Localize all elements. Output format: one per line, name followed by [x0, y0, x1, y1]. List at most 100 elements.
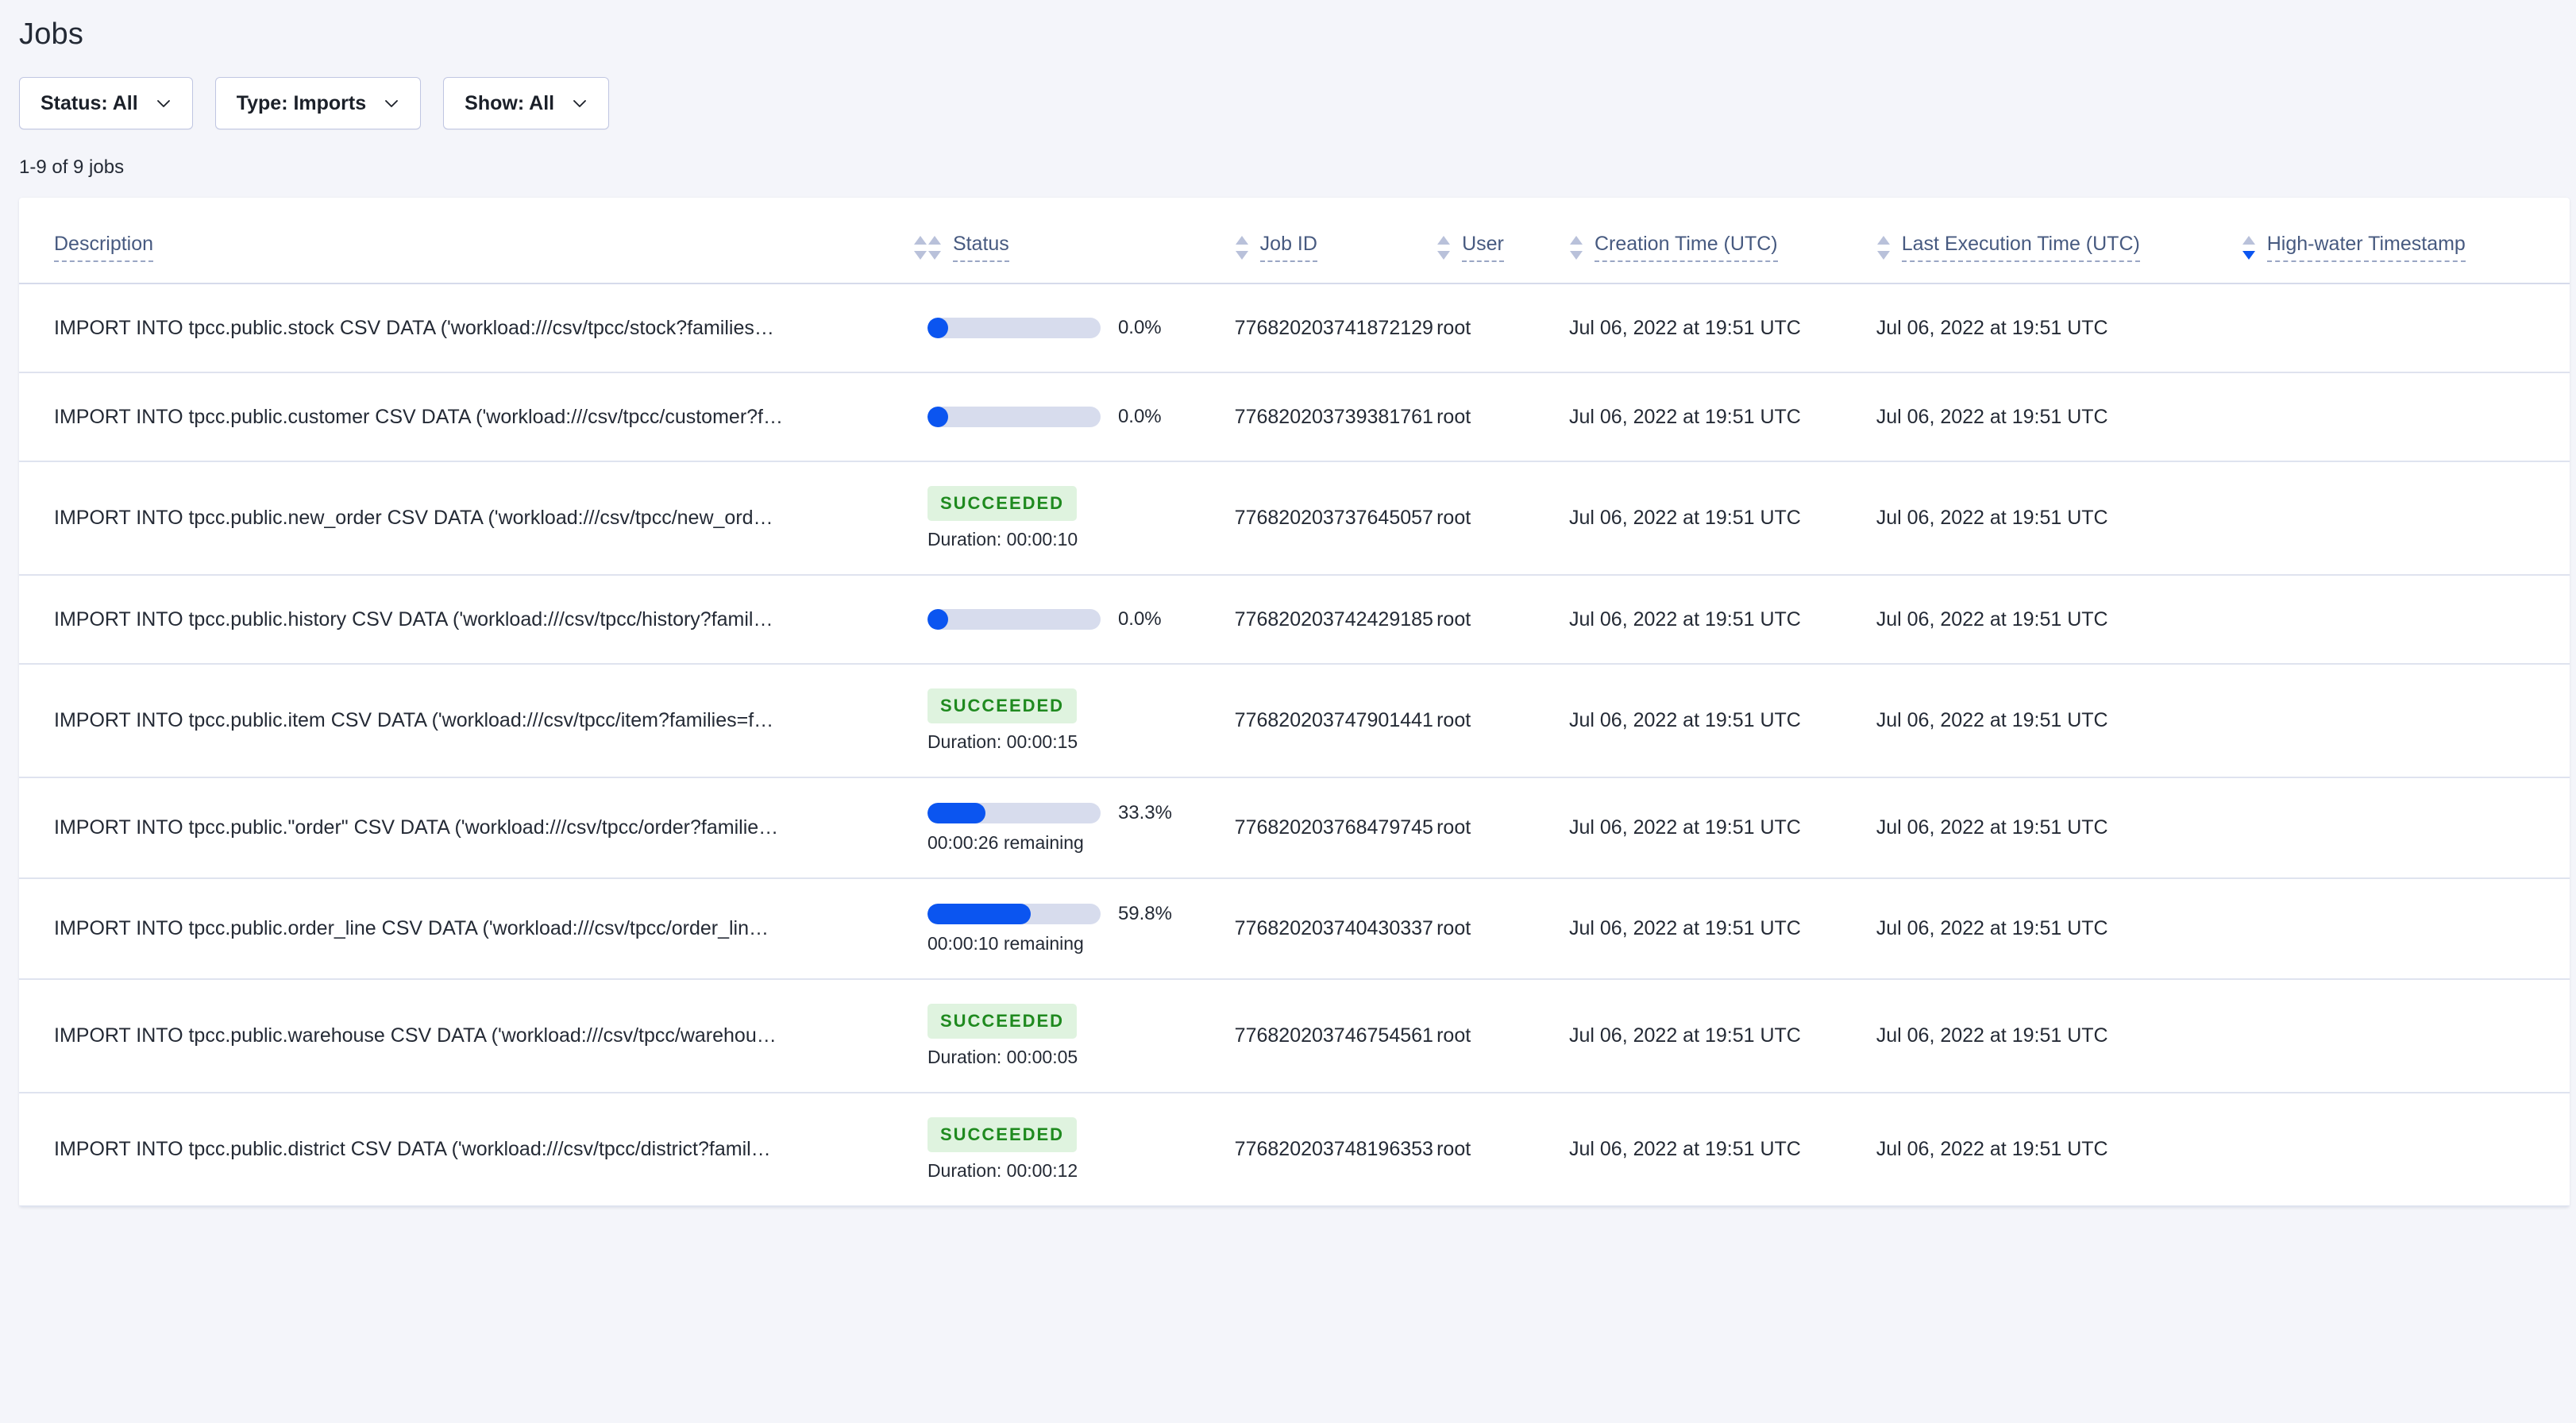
column-header-high_water[interactable]: High-water Timestamp [2241, 198, 2570, 284]
chevron-down-icon [573, 100, 587, 107]
column-header-last_exec[interactable]: Last Execution Time (UTC) [1876, 198, 2242, 284]
table-row[interactable]: IMPORT INTO tpcc.public.district CSV DAT… [19, 1093, 2570, 1207]
column-header-inner: High-water Timestamp [2242, 233, 2570, 262]
sort-ascending-arrow [1570, 235, 1583, 245]
cell-high-water-timestamp [2241, 664, 2570, 778]
show-filter[interactable]: Show: All [443, 77, 610, 129]
sort-toggle-icon[interactable] [1876, 234, 1891, 261]
cell-high-water-timestamp [2241, 575, 2570, 665]
cell-user-value: root [1436, 405, 1471, 428]
cell-description[interactable]: IMPORT INTO tpcc.public.warehouse CSV DA… [19, 979, 927, 1093]
cell-last-execution-time: Jul 06, 2022 at 19:51 UTC [1876, 372, 2242, 462]
status-note: 00:00:10 remaining [927, 933, 1084, 954]
table-row[interactable]: IMPORT INTO tpcc.public.order_line CSV D… [19, 878, 2570, 980]
cell-last-execution-time: Jul 06, 2022 at 19:51 UTC [1876, 664, 2242, 778]
table-row[interactable]: IMPORT INTO tpcc.public.customer CSV DAT… [19, 372, 2570, 462]
sort-descending-arrow [927, 250, 941, 260]
page-title: Jobs [19, 17, 84, 51]
progress-bar [927, 318, 1101, 338]
column-header-inner: Last Execution Time (UTC) [1876, 233, 2242, 262]
status-wrap: SUCCEEDED Duration: 00:00:12 [927, 1117, 1235, 1182]
progress-percent-label: 59.8% [1117, 903, 1172, 924]
cell-description[interactable]: IMPORT INTO tpcc.public.district CSV DAT… [19, 1093, 927, 1207]
cell-high-water-timestamp [2241, 372, 2570, 462]
cell-creation-time-value: Jul 06, 2022 at 19:51 UTC [1569, 507, 1801, 529]
table-row[interactable]: IMPORT INTO tpcc.public.stock CSV DATA (… [19, 283, 2570, 373]
cell-last-execution-time: Jul 06, 2022 at 19:51 UTC [1876, 283, 2242, 373]
cell-user-value: root [1436, 709, 1471, 731]
sort-toggle-icon[interactable] [2242, 234, 2256, 261]
cell-job-id-value: 776820203737645057 [1234, 507, 1433, 529]
status-filter[interactable]: Status: All [19, 77, 193, 129]
progress-bar-fill [927, 803, 985, 823]
progress-row: 59.8% [927, 903, 1235, 925]
cell-last-execution-time-value: Jul 06, 2022 at 19:51 UTC [1876, 816, 2108, 839]
column-header-user[interactable]: User [1436, 198, 1569, 284]
cell-creation-time-value: Jul 06, 2022 at 19:51 UTC [1569, 1024, 1801, 1047]
cell-job-id-value: 776820203746754561 [1234, 1024, 1433, 1047]
cell-job-id: 776820203747901441 [1234, 664, 1437, 778]
cell-last-execution-time-value: Jul 06, 2022 at 19:51 UTC [1876, 405, 2108, 428]
cell-description[interactable]: IMPORT INTO tpcc.public.stock CSV DATA (… [19, 283, 927, 373]
sort-toggle-icon[interactable] [913, 234, 927, 261]
cell-user: root [1436, 283, 1569, 373]
job-description: IMPORT INTO tpcc.public.new_order CSV DA… [54, 507, 773, 529]
cell-description[interactable]: IMPORT INTO tpcc.public.item CSV DATA ('… [19, 664, 927, 778]
sort-toggle-icon[interactable] [1436, 234, 1451, 261]
cell-high-water-timestamp [2241, 1093, 2570, 1207]
cell-job-id: 776820203748196353 [1234, 1093, 1437, 1207]
progress-bar-fill [927, 318, 948, 338]
column-header-description[interactable]: Description [19, 198, 927, 284]
sort-descending-arrow [1437, 250, 1451, 260]
progress-row: 0.0% [927, 406, 1235, 428]
column-header-job_id[interactable]: Job ID [1234, 198, 1437, 284]
filter-bar: Status: All Type: Imports Show: All [0, 52, 2576, 129]
cell-creation-time-value: Jul 06, 2022 at 19:51 UTC [1569, 316, 1801, 339]
cell-job-id-value: 776820203748196353 [1234, 1138, 1433, 1160]
cell-status: 0.0% [927, 372, 1235, 462]
cell-last-execution-time-value: Jul 06, 2022 at 19:51 UTC [1876, 1138, 2108, 1160]
status-note: Duration: 00:00:05 [927, 1047, 1078, 1067]
job-description: IMPORT INTO tpcc.public.item CSV DATA ('… [54, 709, 774, 731]
cell-description[interactable]: IMPORT INTO tpcc.public.order_line CSV D… [19, 878, 927, 980]
table-row[interactable]: IMPORT INTO tpcc.public.item CSV DATA ('… [19, 664, 2570, 778]
column-header-label: High-water Timestamp [2266, 233, 2466, 262]
cell-description[interactable]: IMPORT INTO tpcc.public.new_order CSV DA… [19, 461, 927, 576]
progress-row: 0.0% [927, 317, 1235, 339]
progress-bar [927, 407, 1101, 427]
table-row[interactable]: IMPORT INTO tpcc.public.history CSV DATA… [19, 575, 2570, 665]
status-wrap: 59.8% 00:00:10 remaining [927, 903, 1235, 954]
cell-job-id-value: 776820203742429185 [1234, 607, 1433, 631]
table-row[interactable]: IMPORT INTO tpcc.public.warehouse CSV DA… [19, 979, 2570, 1093]
sort-toggle-icon[interactable] [927, 234, 942, 261]
progress-percent-label: 0.0% [1117, 317, 1162, 338]
sort-toggle-icon[interactable] [1235, 234, 1249, 261]
sort-toggle-icon[interactable] [1569, 234, 1583, 261]
table-row[interactable]: IMPORT INTO tpcc.public.new_order CSV DA… [19, 461, 2570, 576]
column-header-creation_time[interactable]: Creation Time (UTC) [1569, 198, 1876, 284]
job-description: IMPORT INTO tpcc.public.district CSV DAT… [54, 1138, 771, 1160]
status-note: 00:00:26 remaining [927, 832, 1084, 853]
cell-description[interactable]: IMPORT INTO tpcc.public.history CSV DATA… [19, 575, 927, 665]
sort-ascending-arrow [913, 235, 927, 245]
type-filter[interactable]: Type: Imports [214, 77, 422, 129]
table-row[interactable]: IMPORT INTO tpcc.public."order" CSV DATA… [19, 777, 2570, 879]
cell-description[interactable]: IMPORT INTO tpcc.public.customer CSV DAT… [19, 372, 927, 462]
status-note: Duration: 00:00:15 [927, 731, 1078, 752]
cell-job-id-value: 776820203768479745 [1234, 816, 1433, 839]
status-wrap: SUCCEEDED Duration: 00:00:15 [927, 688, 1235, 753]
cell-last-execution-time: Jul 06, 2022 at 19:51 UTC [1876, 461, 2242, 576]
column-header-status[interactable]: Status [927, 198, 1235, 284]
cell-status: 0.0% [927, 575, 1235, 665]
cell-last-execution-time-value: Jul 06, 2022 at 19:51 UTC [1876, 1024, 2108, 1047]
cell-user-value: root [1436, 507, 1471, 529]
cell-last-execution-time-value: Jul 06, 2022 at 19:51 UTC [1876, 709, 2108, 731]
cell-description[interactable]: IMPORT INTO tpcc.public."order" CSV DATA… [19, 777, 927, 879]
cell-creation-time-value: Jul 06, 2022 at 19:51 UTC [1569, 405, 1801, 428]
cell-job-id-value: 776820203741872129 [1234, 316, 1433, 339]
cell-job-id: 776820203768479745 [1234, 777, 1437, 879]
cell-user: root [1436, 878, 1569, 980]
cell-last-execution-time: Jul 06, 2022 at 19:51 UTC [1876, 777, 2242, 879]
column-header-label: Last Execution Time (UTC) [1901, 233, 2140, 262]
show-filter-label: Show: All [465, 91, 555, 114]
